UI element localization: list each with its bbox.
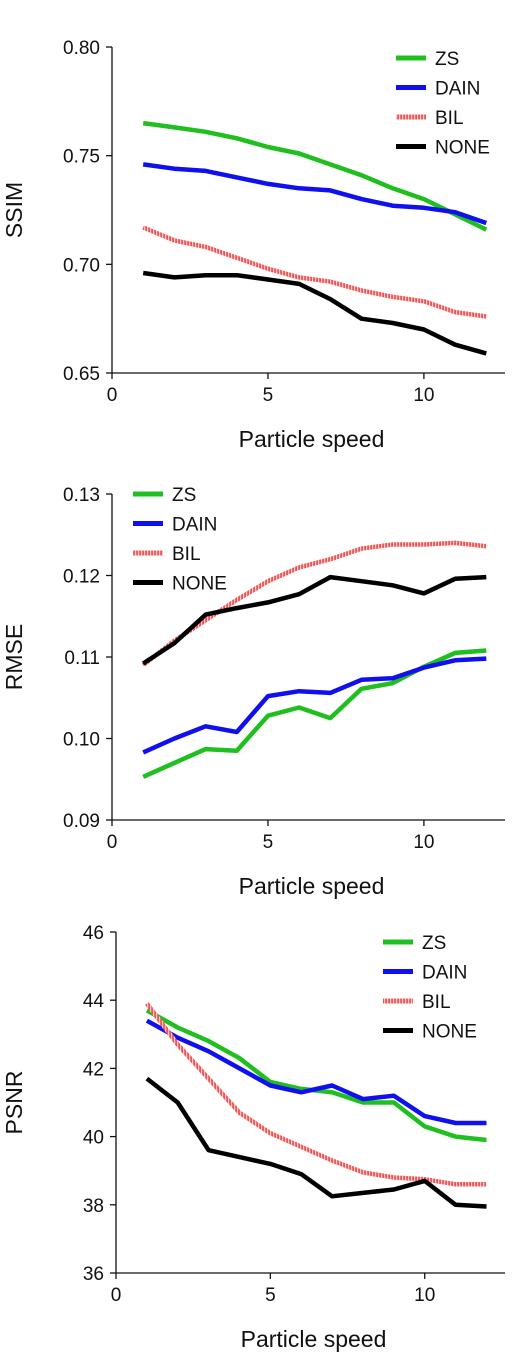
- series-line-zs: [142, 648, 487, 779]
- series-line-dain: [145, 1018, 487, 1126]
- y-tick-label: 0.75: [63, 147, 100, 168]
- x-tick-label: 10: [414, 1285, 435, 1306]
- x-tick-label: 5: [263, 832, 274, 853]
- y-tick-label: 0.09: [63, 811, 100, 832]
- x-tick-label: 0: [107, 385, 118, 406]
- x-tick-label: 10: [413, 832, 434, 853]
- series-line-bil: [142, 225, 487, 319]
- y-tick-label: 0.80: [63, 38, 100, 59]
- y-tick-label: 0.10: [63, 730, 100, 751]
- legend-label-bil: BIL: [422, 992, 451, 1013]
- x-tick-label: 5: [265, 1285, 276, 1306]
- chart-panel-rmse: 0.09 0.10 0.11 0.12 0.13 0 5 10 Particle speed RM…: [1, 485, 505, 899]
- legend-label-zs: ZS: [435, 49, 459, 70]
- series-line-none: [141, 574, 487, 666]
- x-tick-label: 5: [263, 385, 274, 406]
- y-tick-label: 0.70: [63, 255, 100, 276]
- legend: ZS DAIN BIL NONE: [133, 485, 227, 595]
- y-tick-label: 42: [83, 1059, 104, 1080]
- chart-panel-ssim: 0.65 0.70 0.75 0.80 0 5 10 Particle speed SSIM ZS…: [1, 38, 505, 452]
- series-line-zs: [142, 120, 488, 232]
- y-tick-label: 0.13: [63, 485, 100, 506]
- y-tick-label: 0.11: [64, 648, 100, 669]
- legend-label-none: NONE: [172, 574, 227, 595]
- x-axis-label: Particle speed: [239, 873, 385, 899]
- y-tick-label: 40: [83, 1128, 104, 1149]
- x-tick-label: 0: [107, 832, 118, 853]
- legend-label-zs: ZS: [172, 485, 196, 506]
- series-line-bil: [141, 540, 487, 667]
- x-axis-label: Particle speed: [239, 426, 385, 452]
- y-tick-label: 44: [83, 991, 105, 1012]
- y-tick-label: 0.65: [63, 364, 100, 385]
- legend-label-bil: BIL: [435, 108, 464, 129]
- x-axis-label: Particle speed: [241, 1326, 387, 1352]
- legend-label-zs: ZS: [422, 933, 446, 954]
- x-tick-label: 0: [111, 1285, 122, 1306]
- series-line-dain: [142, 656, 487, 755]
- y-tick-label: 38: [83, 1196, 104, 1217]
- y-axis-label: SSIM: [1, 182, 27, 238]
- chart-panel-psnr: 36 38 40 42 44 46 0 5 10 Particle speed PSNR ZS DAIN…: [1, 923, 505, 1352]
- series-line-none: [142, 270, 487, 356]
- legend: ZS DAIN BIL NONE: [396, 49, 490, 159]
- legend-label-none: NONE: [422, 1022, 477, 1043]
- series-line-dain: [142, 162, 488, 226]
- y-tick-label: 0.12: [63, 567, 100, 588]
- legend: ZS DAIN BIL NONE: [383, 933, 477, 1043]
- legend-label-none: NONE: [435, 138, 490, 159]
- legend-label-dain: DAIN: [435, 79, 480, 100]
- legend-label-dain: DAIN: [422, 963, 467, 984]
- y-axis-label: RMSE: [1, 624, 27, 690]
- series-line-none: [145, 1076, 487, 1209]
- legend-label-dain: DAIN: [172, 515, 217, 536]
- series-line-bil: [145, 1002, 487, 1187]
- y-tick-label: 36: [83, 1264, 104, 1285]
- legend-label-bil: BIL: [172, 544, 201, 565]
- x-tick-label: 10: [413, 385, 434, 406]
- y-tick-label: 46: [83, 923, 104, 944]
- y-axis-label: PSNR: [1, 1071, 27, 1135]
